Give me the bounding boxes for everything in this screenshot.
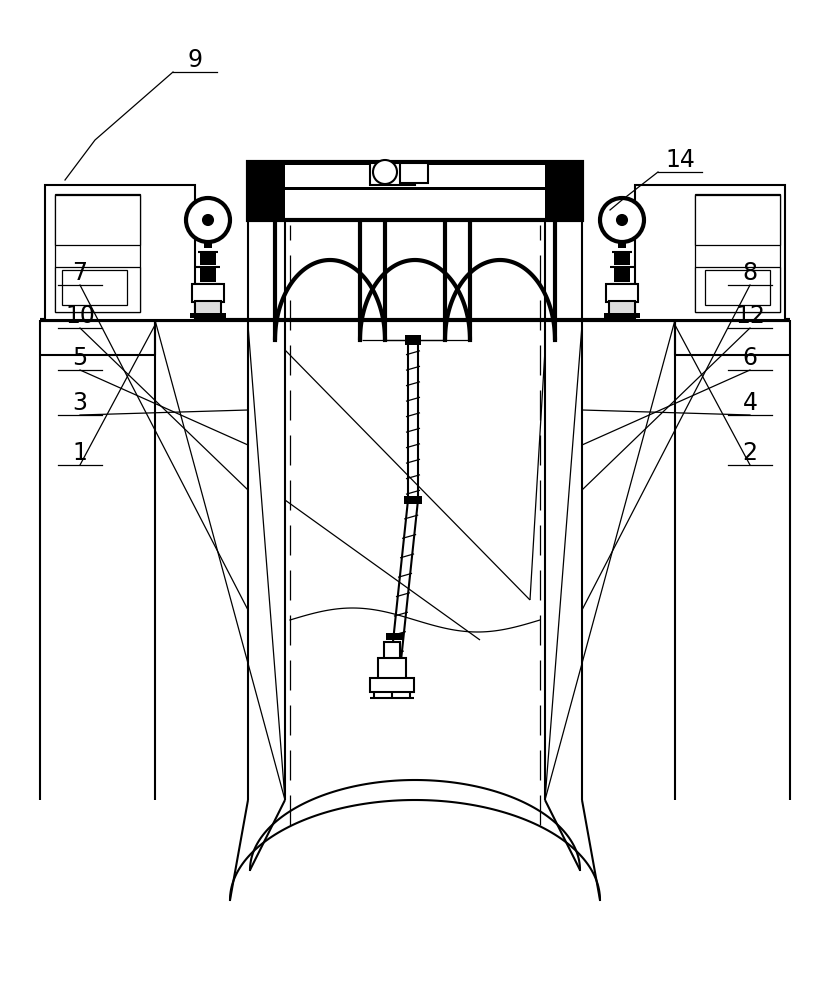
Text: 12: 12 <box>735 304 765 328</box>
Bar <box>250 190 580 218</box>
Bar <box>192 284 224 302</box>
Circle shape <box>617 215 627 225</box>
Bar <box>695 194 780 312</box>
Bar <box>248 162 582 190</box>
Text: 6: 6 <box>743 346 758 370</box>
Bar <box>285 165 545 187</box>
Bar <box>614 253 630 265</box>
Bar <box>545 162 582 220</box>
Circle shape <box>373 160 397 184</box>
Text: 2: 2 <box>743 441 758 465</box>
Circle shape <box>203 215 213 225</box>
Bar <box>400 163 428 183</box>
Text: 10: 10 <box>65 304 95 328</box>
Bar <box>55 194 140 312</box>
Text: 5: 5 <box>72 346 88 370</box>
Circle shape <box>186 198 230 242</box>
Bar <box>248 190 285 220</box>
Text: 4: 4 <box>743 391 758 415</box>
Bar <box>200 253 216 265</box>
Bar <box>200 268 216 282</box>
Bar <box>404 496 422 504</box>
Bar <box>618 242 626 248</box>
Bar <box>378 658 406 680</box>
Bar <box>248 162 285 220</box>
Bar <box>705 270 770 305</box>
Bar <box>614 268 630 282</box>
Bar <box>248 162 582 190</box>
Bar <box>384 642 400 660</box>
Bar <box>545 190 582 220</box>
Bar <box>55 195 140 245</box>
Text: 1: 1 <box>72 441 87 465</box>
Bar <box>62 270 127 305</box>
Bar <box>405 335 421 345</box>
Bar <box>695 195 780 245</box>
Text: 9: 9 <box>188 48 203 72</box>
Bar <box>635 185 785 320</box>
Text: 3: 3 <box>72 391 87 415</box>
Text: 7: 7 <box>72 261 87 285</box>
Text: 14: 14 <box>665 148 695 172</box>
Bar <box>55 267 140 312</box>
Bar <box>370 163 415 185</box>
Bar <box>370 678 414 692</box>
Bar <box>45 185 195 320</box>
Circle shape <box>600 198 644 242</box>
Bar <box>195 301 221 315</box>
Bar <box>386 633 404 640</box>
Text: 8: 8 <box>743 261 758 285</box>
Bar <box>606 284 638 302</box>
Bar <box>604 313 640 318</box>
Bar <box>204 242 212 248</box>
Bar <box>285 164 545 188</box>
Bar <box>248 162 582 220</box>
Bar <box>609 301 635 315</box>
Bar <box>190 313 226 318</box>
Bar <box>695 267 780 312</box>
